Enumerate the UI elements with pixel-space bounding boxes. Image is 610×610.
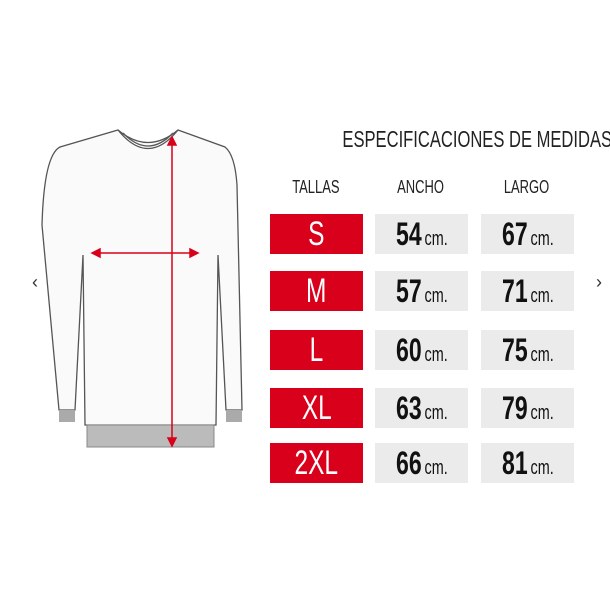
width-value: 66 [395,444,422,481]
length-cell: 79 cm. [481,388,574,428]
length-value: 71 [501,272,528,309]
width-value: 63 [395,389,422,426]
length-cell: 81 cm. [481,443,574,483]
unit: cm. [530,227,554,250]
carousel-next-arrow[interactable]: › [596,272,602,292]
size-cell: M [270,271,363,311]
header-ancho: ANCHO [397,177,445,197]
width-cell: 57 cm. [375,271,468,311]
size-cell: L [270,330,363,370]
width-cell: 60 cm. [375,330,468,370]
unit: cm. [424,456,448,479]
size-cell: S [270,214,363,254]
length-cell: 67 cm. [481,214,574,254]
size-cell: XL [270,388,363,428]
measure-lines [90,135,200,448]
length-value: 79 [501,389,528,426]
width-cell: 63 cm. [375,388,468,428]
length-cell: 71 cm. [481,271,574,311]
unit: cm. [424,401,448,424]
unit: cm. [424,284,448,307]
header-tallas: TALLAS [292,177,340,197]
length-value: 67 [501,215,528,252]
carousel-prev-arrow[interactable]: ‹ [32,272,38,292]
length-value: 75 [501,331,528,368]
unit: cm. [530,343,554,366]
unit: cm. [530,284,554,307]
width-value: 57 [395,272,422,309]
length-value: 81 [501,444,528,481]
width-value: 54 [395,215,422,252]
width-value: 60 [395,331,422,368]
unit: cm. [530,401,554,424]
width-cell: 66 cm. [375,443,468,483]
unit: cm. [530,456,554,479]
width-cell: 54 cm. [375,214,468,254]
unit: cm. [424,227,448,250]
length-cell: 75 cm. [481,330,574,370]
chart-title: ESPECIFICACIONES DE MEDIDAS [342,126,610,152]
sweater-illustration [41,129,243,448]
header-largo: LARGO [504,177,550,197]
unit: cm. [424,343,448,366]
size-cell: 2XL [270,443,363,483]
